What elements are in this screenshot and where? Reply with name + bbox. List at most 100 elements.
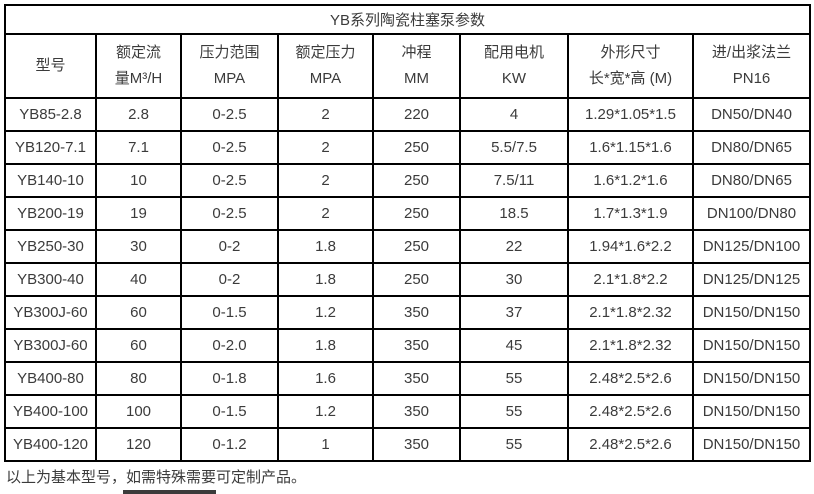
table-cell: 0-2.5: [180, 97, 279, 132]
column-header: 进/出浆法兰 PN16: [691, 33, 812, 99]
table-cell: 1.8: [277, 328, 374, 363]
table-cell: 350: [372, 394, 461, 429]
table-cell: 1.6: [277, 361, 374, 396]
table-cell: 0-2: [180, 262, 279, 297]
table-cell: 2.48*2.5*2.6: [567, 394, 694, 429]
table-cell: 350: [372, 295, 461, 330]
table-cell: 0-2.5: [180, 163, 279, 198]
table-cell: 45: [459, 328, 569, 363]
table-cell: DN150/DN150: [691, 394, 812, 429]
table-cell: YB300J-60: [4, 295, 97, 330]
header-row: 型号 额定流 量M³/H 压力范围 MPA 额定压力 MPA 冲程 MM 配用电机 KW 外形尺寸 长*…: [4, 33, 812, 99]
table-cell: YB400-120: [4, 427, 97, 462]
table-row: YB250-30 30 0-2 1.8 250 22 1.94*1.6*2.2 DN125/D…: [4, 229, 812, 264]
table-row: YB400-80 80 0-1.8 1.6 350 55 2.48*2.5*2.6 DN150…: [4, 361, 812, 396]
table-cell: 0-2.5: [180, 196, 279, 231]
table-cell: YB140-10: [4, 163, 97, 198]
table-cell: 2: [277, 130, 374, 165]
footer-note: 以上为基本型号，如需特殊需要可定制产品。: [6, 469, 307, 486]
table-cell: 1.2: [277, 295, 374, 330]
column-header: 配用电机 KW: [459, 33, 569, 99]
table-cell: 0-2.5: [180, 130, 279, 165]
table-cell: DN150/DN150: [691, 427, 812, 462]
table-cell: DN80/DN65: [691, 163, 812, 198]
table-row: YB120-7.1 7.1 0-2.5 2 250 5.5/7.5 1.6*1.15*1.6…: [4, 130, 812, 165]
table-body: YB85-2.8 2.8 0-2.5 2 220 4 1.29*1.05*1.5 DN50/D…: [4, 97, 812, 462]
cutoff-text-fragment: [123, 490, 216, 494]
table-cell: 2: [277, 196, 374, 231]
table-cell: YB400-80: [4, 361, 97, 396]
table-cell: 19: [95, 196, 182, 231]
table-cell: DN125/DN125: [691, 262, 812, 297]
table-row: YB300J-60 60 0-1.5 1.2 350 37 2.1*1.8*2.32 DN15…: [4, 295, 812, 330]
table-cell: 2.1*1.8*2.32: [567, 328, 694, 363]
column-header: 压力范围 MPA: [180, 33, 279, 99]
table-cell: 7.5/11: [459, 163, 569, 198]
table-cell: 22: [459, 229, 569, 264]
column-header: 额定流 量M³/H: [95, 33, 182, 99]
table-cell: 0-2: [180, 229, 279, 264]
table-row: YB400-120 120 0-1.2 1 350 55 2.48*2.5*2.6 DN150…: [4, 427, 812, 462]
table-cell: 2: [277, 163, 374, 198]
table-cell: YB200-19: [4, 196, 97, 231]
table-cell: DN50/DN40: [691, 97, 812, 132]
table-cell: DN150/DN150: [691, 361, 812, 396]
table-cell: 1.2: [277, 394, 374, 429]
table-title-row: YB系列陶瓷柱塞泵参数: [3, 4, 812, 35]
table-cell: 60: [95, 295, 182, 330]
table-cell: 1.29*1.05*1.5: [567, 97, 694, 132]
table-cell: 18.5: [459, 196, 569, 231]
table-cell: 2.48*2.5*2.6: [567, 361, 694, 396]
table-cell: YB85-2.8: [4, 97, 97, 132]
table-cell: 350: [372, 328, 461, 363]
table-cell: 5.5/7.5: [459, 130, 569, 165]
table-cell: 0-1.8: [180, 361, 279, 396]
table-cell: 2.1*1.8*2.2: [567, 262, 694, 297]
table-row: YB140-10 10 0-2.5 2 250 7.5/11 1.6*1.2*1.6 DN80…: [4, 163, 812, 198]
table-cell: 2: [277, 97, 374, 132]
table-cell: 350: [372, 427, 461, 462]
table-cell: 10: [95, 163, 182, 198]
table-cell: 1.6*1.2*1.6: [567, 163, 694, 198]
table-cell: YB120-7.1: [4, 130, 97, 165]
table-cell: 55: [459, 361, 569, 396]
table-cell: YB300J-60: [4, 328, 97, 363]
table-cell: 0-2.0: [180, 328, 279, 363]
table-cell: 250: [372, 196, 461, 231]
table-cell: 7.1: [95, 130, 182, 165]
table-cell: 1.6*1.15*1.6: [567, 130, 694, 165]
table-cell: 2.8: [95, 97, 182, 132]
table-cell: YB400-100: [4, 394, 97, 429]
table-row: YB85-2.8 2.8 0-2.5 2 220 4 1.29*1.05*1.5 DN50/D…: [4, 97, 812, 132]
table-cell: 30: [95, 229, 182, 264]
table-cell: DN80/DN65: [691, 130, 812, 165]
table-row: YB200-19 19 0-2.5 2 250 18.5 1.7*1.3*1.9 DN100/…: [4, 196, 812, 231]
table-title: YB系列陶瓷柱塞泵参数: [3, 4, 812, 35]
table-cell: DN150/DN150: [691, 328, 812, 363]
table-cell: 2.48*2.5*2.6: [567, 427, 694, 462]
table-cell: 0-1.5: [180, 394, 279, 429]
table-cell: 0-1.2: [180, 427, 279, 462]
column-header: 型号: [4, 33, 97, 99]
table-cell: DN100/DN80: [691, 196, 812, 231]
table-cell: YB250-30: [4, 229, 97, 264]
pump-spec-table: YB系列陶瓷柱塞泵参数 型号 额定流 量M³/H 压力范围 MPA 额定压力 MPA 冲程 MM…: [3, 4, 812, 462]
table-cell: 100: [95, 394, 182, 429]
column-header: 冲程 MM: [372, 33, 461, 99]
table-row: YB300-40 40 0-2 1.8 250 30 2.1*1.8*2.2 DN125/DN…: [4, 262, 812, 297]
table-cell: 1.8: [277, 229, 374, 264]
table-cell: 60: [95, 328, 182, 363]
table-row: YB400-100 100 0-1.5 1.2 350 55 2.48*2.5*2.6 DN1…: [4, 394, 812, 429]
table-cell: DN150/DN150: [691, 295, 812, 330]
column-header: 外形尺寸 长*宽*高 (M): [567, 33, 694, 99]
table-cell: 250: [372, 262, 461, 297]
table-cell: 250: [372, 163, 461, 198]
table-cell: 1.7*1.3*1.9: [567, 196, 694, 231]
table-cell: DN125/DN100: [691, 229, 812, 264]
table-cell: 120: [95, 427, 182, 462]
table-row: YB300J-60 60 0-2.0 1.8 350 45 2.1*1.8*2.32 DN15…: [4, 328, 812, 363]
table-cell: 0-1.5: [180, 295, 279, 330]
table-cell: 55: [459, 427, 569, 462]
table-cell: 220: [372, 97, 461, 132]
